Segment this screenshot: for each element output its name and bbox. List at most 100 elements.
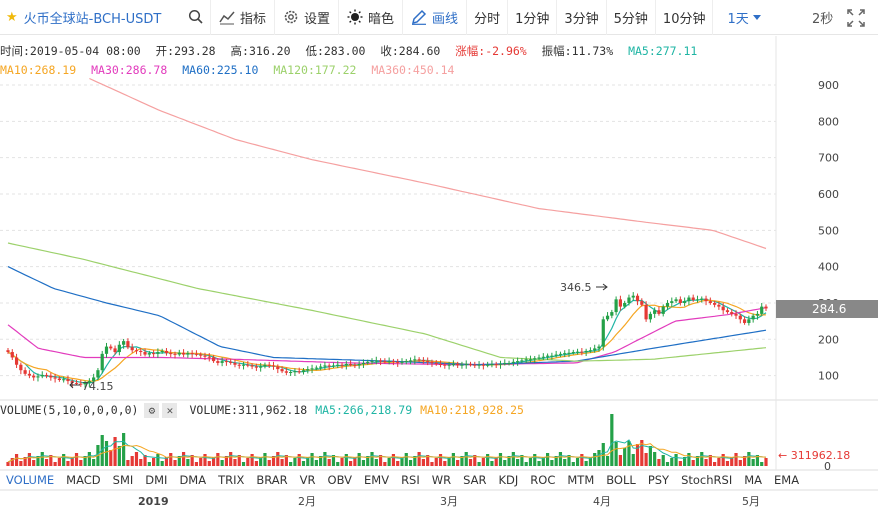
candle-body xyxy=(404,361,408,363)
volume-bar xyxy=(640,440,644,466)
tab-kdj[interactable]: KDJ xyxy=(498,473,519,487)
fullscreen-icon[interactable] xyxy=(846,8,866,28)
volume-bar xyxy=(430,462,434,466)
volume-bar xyxy=(109,450,113,466)
ma-lines xyxy=(7,77,767,384)
volume-bar xyxy=(657,459,661,466)
period-1day-dropdown[interactable]: 1天 xyxy=(713,0,774,35)
volume-bar xyxy=(524,462,528,466)
volume-bar xyxy=(126,460,130,466)
volume-bar xyxy=(635,444,640,466)
time-label-feb: 2月 xyxy=(298,495,316,508)
tab-rsi[interactable]: RSI xyxy=(401,473,420,487)
low-annotation-label: 74.15 xyxy=(82,380,114,393)
tab-wr[interactable]: WR xyxy=(431,473,452,487)
candle-body xyxy=(443,364,447,366)
tab-emv[interactable]: EMV xyxy=(364,473,390,487)
indicator-chart-icon xyxy=(219,11,235,25)
price-tick-label: 600 xyxy=(818,188,839,201)
tab-macd[interactable]: MACD xyxy=(66,473,101,487)
candle-body xyxy=(53,377,57,379)
tab-brar[interactable]: BRAR xyxy=(256,473,288,487)
tab-dmi[interactable]: DMI xyxy=(145,473,168,487)
theme-toggle[interactable]: 暗色 xyxy=(339,0,404,35)
volume-bar xyxy=(87,452,91,466)
candle-body xyxy=(173,353,177,355)
candle-body xyxy=(460,364,464,366)
settings-button[interactable]: 设置 xyxy=(275,0,340,35)
tab-dma[interactable]: DMA xyxy=(179,473,207,487)
volume-bar xyxy=(593,453,597,466)
volume-title: VOLUME(5,10,0,0,0,0) xyxy=(0,403,139,417)
volume-bar xyxy=(520,455,524,466)
candle-body xyxy=(357,364,361,366)
tab-sar[interactable]: SAR xyxy=(463,473,487,487)
tab-obv[interactable]: OBV xyxy=(327,473,352,487)
volume-bar xyxy=(19,461,23,466)
tab-ema[interactable]: EMA xyxy=(774,473,800,487)
volume-bar xyxy=(79,460,83,466)
tab-roc[interactable]: ROC xyxy=(530,473,556,487)
candle-body xyxy=(391,361,396,363)
candle-body xyxy=(700,298,704,300)
tab-ma[interactable]: MA xyxy=(744,473,763,487)
volume-settings-icon[interactable]: ⚙ xyxy=(144,402,160,418)
candle-body xyxy=(426,361,430,363)
symbol-selector[interactable]: ★ 火币全球站-BCH-USDT xyxy=(0,0,211,35)
candle-body xyxy=(23,370,27,374)
volume-bar xyxy=(421,459,426,466)
period-timeline[interactable]: 分时 xyxy=(467,0,509,35)
period-5min[interactable]: 5分钟 xyxy=(607,0,656,35)
refresh-interval[interactable]: 2秒 xyxy=(812,12,834,27)
tab-boll[interactable]: BOLL xyxy=(606,473,636,487)
volume-bar xyxy=(563,459,567,466)
candle-body xyxy=(468,364,473,366)
time-label-mar: 3月 xyxy=(440,495,458,508)
volume-bar xyxy=(764,458,768,466)
gear-icon xyxy=(284,10,298,24)
indicators-button[interactable]: 指标 xyxy=(211,0,276,35)
tab-vr[interactable]: VR xyxy=(299,473,316,487)
candle-body xyxy=(271,365,276,367)
volume-bar xyxy=(434,458,438,466)
candle-body xyxy=(109,346,113,349)
volume-bar xyxy=(152,458,156,466)
tab-smi[interactable]: SMI xyxy=(112,473,134,487)
period-3min[interactable]: 3分钟 xyxy=(557,0,607,35)
volume-bar xyxy=(460,456,464,466)
info-close: 收:284.60 xyxy=(380,44,441,58)
volume-bars xyxy=(6,414,768,466)
draw-button[interactable]: 画线 xyxy=(403,0,468,35)
period-10min[interactable]: 10分钟 xyxy=(656,0,714,35)
candle-body xyxy=(601,319,605,347)
volume-bar xyxy=(391,454,396,466)
tab-mtm[interactable]: MTM xyxy=(567,473,595,487)
volume-bar xyxy=(267,460,271,466)
price-axis: 900800700600500400300200100 xyxy=(818,79,839,383)
volume-bar xyxy=(323,452,327,466)
search-icon[interactable] xyxy=(188,9,204,25)
candle-body xyxy=(74,382,79,384)
volume-bar xyxy=(541,457,545,466)
candle-body xyxy=(207,356,211,358)
volume-bar xyxy=(220,460,224,466)
volume-bar xyxy=(678,461,682,466)
volume-bar xyxy=(738,460,742,466)
tab-psy[interactable]: PSY xyxy=(647,473,670,487)
tab-volume[interactable]: VOLUME xyxy=(6,473,55,487)
volume-bar xyxy=(507,456,511,466)
volume-bar xyxy=(241,462,246,466)
volume-header: VOLUME(5,10,0,0,0,0) ⚙ ✕ VOLUME:311,962.… xyxy=(0,402,532,418)
candle-body xyxy=(451,364,455,366)
tab-stochrsi[interactable]: StochRSI xyxy=(681,473,733,487)
candle-body xyxy=(241,364,246,366)
volume-bar xyxy=(396,461,400,466)
candle-body xyxy=(486,364,490,366)
volume-close-icon[interactable]: ✕ xyxy=(162,402,178,418)
favorite-star-icon[interactable]: ★ xyxy=(6,9,18,25)
volume-value: VOLUME:311,962.18 xyxy=(189,403,308,417)
period-1min[interactable]: 1分钟 xyxy=(508,0,558,35)
candle-body xyxy=(40,374,44,377)
tab-trix[interactable]: TRIX xyxy=(218,473,245,487)
